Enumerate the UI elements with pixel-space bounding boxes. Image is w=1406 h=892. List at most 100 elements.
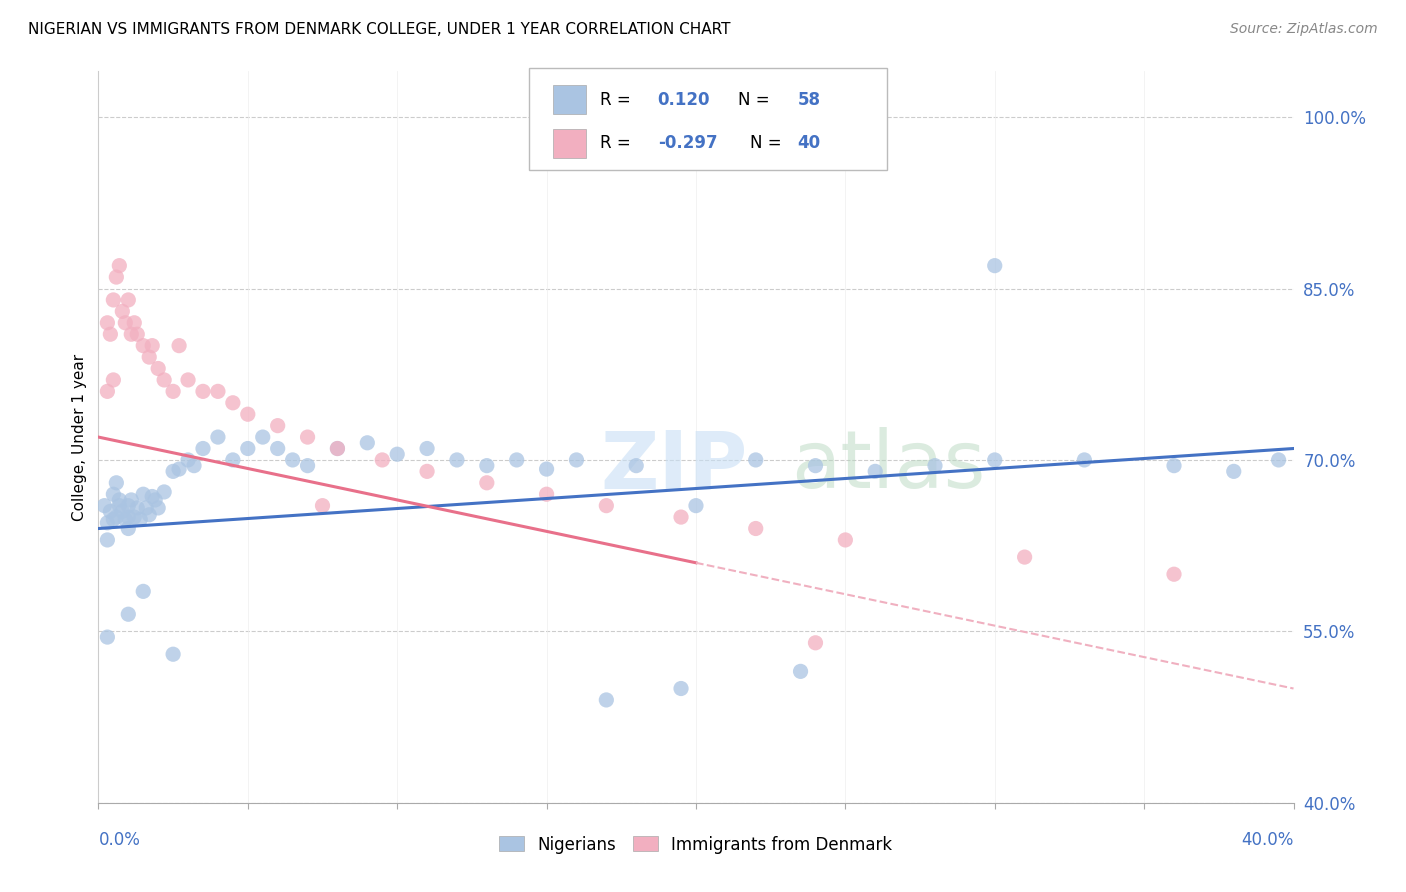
Text: 40.0%: 40.0% [1241, 831, 1294, 849]
Point [93, 499, 115, 513]
Point [177, 453, 200, 467]
Point [96, 630, 118, 644]
Point [804, 636, 827, 650]
Point [96, 384, 118, 399]
Point [132, 338, 155, 352]
Point [536, 462, 558, 476]
Text: -0.297: -0.297 [658, 135, 717, 153]
Point [252, 430, 274, 444]
Point [236, 407, 259, 421]
Point [669, 510, 692, 524]
Point [148, 361, 170, 376]
Point [207, 384, 229, 399]
Text: N =: N = [749, 135, 786, 153]
Point [565, 453, 588, 467]
Legend: Nigerians, Immigrants from Denmark: Nigerians, Immigrants from Denmark [492, 829, 900, 860]
Point [98, 504, 122, 518]
Point [789, 665, 811, 679]
Text: ZIP: ZIP [600, 427, 748, 506]
Text: R =: R = [600, 91, 637, 109]
Point [984, 453, 1007, 467]
Point [105, 510, 128, 524]
Point [183, 458, 205, 473]
Point [132, 487, 155, 501]
Point [103, 373, 125, 387]
Point [236, 442, 259, 456]
FancyBboxPatch shape [529, 68, 887, 170]
Point [105, 475, 128, 490]
Point [416, 442, 439, 456]
Text: 58: 58 [797, 91, 821, 109]
Point [117, 293, 139, 307]
Point [191, 442, 214, 456]
Point [297, 458, 319, 473]
Point [129, 512, 152, 526]
Point [108, 499, 131, 513]
Point [124, 510, 146, 524]
Point [111, 504, 134, 518]
Point [105, 270, 128, 285]
Point [669, 681, 692, 696]
FancyBboxPatch shape [553, 128, 586, 158]
Point [326, 442, 349, 456]
Point [626, 458, 648, 473]
Point [536, 487, 558, 501]
Point [595, 693, 617, 707]
Point [834, 533, 856, 547]
Point [153, 373, 176, 387]
Point [117, 499, 139, 513]
Text: 40: 40 [797, 135, 821, 153]
Point [117, 510, 139, 524]
Point [984, 259, 1007, 273]
Point [114, 316, 136, 330]
Point [124, 316, 146, 330]
Point [167, 338, 190, 352]
Point [141, 490, 163, 504]
Point [108, 492, 131, 507]
Point [297, 430, 319, 444]
Point [1163, 458, 1185, 473]
Point [356, 435, 378, 450]
Point [162, 647, 184, 661]
Point [127, 327, 149, 342]
Text: atlas: atlas [792, 427, 986, 506]
Point [326, 442, 349, 456]
Point [96, 516, 118, 530]
Point [98, 327, 122, 342]
Point [120, 327, 142, 342]
Point [135, 500, 157, 515]
Point [117, 521, 139, 535]
Point [143, 492, 166, 507]
Point [103, 487, 125, 501]
Point [191, 384, 214, 399]
Point [865, 464, 887, 478]
Text: 0.0%: 0.0% [98, 831, 141, 849]
Point [96, 316, 118, 330]
Point [96, 533, 118, 547]
Point [924, 458, 946, 473]
FancyBboxPatch shape [553, 85, 586, 114]
Point [103, 512, 125, 526]
Point [162, 464, 184, 478]
Point [267, 442, 290, 456]
Point [117, 607, 139, 622]
Point [132, 584, 155, 599]
Point [385, 447, 409, 461]
Point [153, 485, 176, 500]
Point [446, 453, 468, 467]
Point [1163, 567, 1185, 582]
Text: R =: R = [600, 135, 637, 153]
Point [222, 396, 245, 410]
Text: N =: N = [738, 91, 775, 109]
Text: NIGERIAN VS IMMIGRANTS FROM DENMARK COLLEGE, UNDER 1 YEAR CORRELATION CHART: NIGERIAN VS IMMIGRANTS FROM DENMARK COLL… [28, 22, 731, 37]
Point [267, 418, 290, 433]
Point [138, 508, 160, 522]
Point [103, 293, 125, 307]
Point [804, 458, 827, 473]
Point [475, 475, 498, 490]
Point [162, 384, 184, 399]
Point [167, 462, 190, 476]
Text: Source: ZipAtlas.com: Source: ZipAtlas.com [1230, 22, 1378, 37]
Point [148, 500, 170, 515]
Point [311, 499, 333, 513]
